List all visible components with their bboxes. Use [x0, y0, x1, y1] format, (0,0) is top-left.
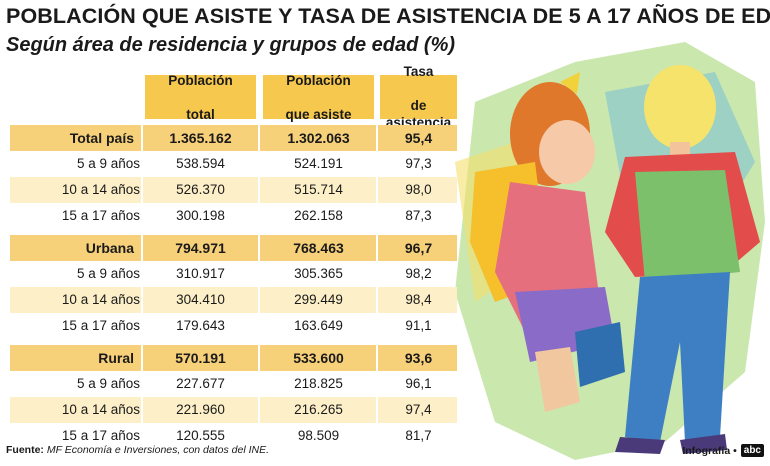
- credit-label: Infografía •: [682, 444, 737, 457]
- source-note: Fuente: MF Economía e Inversiones, con d…: [6, 444, 269, 456]
- source-text: MF Economía e Inversiones, con datos del…: [46, 444, 270, 456]
- chart-title: POBLACIÓN QUE ASISTE Y TASA DE ASISTENCI…: [6, 4, 770, 28]
- abc-logo: abc: [740, 444, 764, 457]
- table-row: 10 a 14 años 221.960 216.265 97,4: [10, 397, 457, 423]
- cell-poblacion-total: 179.643: [176, 318, 225, 333]
- table-row: 15 a 17 años 179.643 163.649 91,1: [10, 313, 457, 339]
- boy-hair: [644, 65, 716, 149]
- cell-poblacion-total: 538.594: [176, 156, 225, 171]
- header-tasa-asistencia: Tasa de asistencia: [380, 64, 457, 130]
- cell-poblacion-asiste: 1.302.063: [287, 130, 350, 146]
- table-group-row: Urbana 794.971 768.463 96,7: [10, 235, 457, 261]
- shoe-right: [680, 434, 727, 454]
- cell-poblacion-total: 570.191: [175, 350, 226, 366]
- cell-poblacion-asiste: 299.449: [294, 292, 343, 307]
- cell-poblacion-total: 304.410: [176, 292, 225, 307]
- column-divider: [141, 119, 143, 461]
- row-label: 10 a 14 años: [61, 402, 140, 417]
- table-row: 5 a 9 años 310.917 305.365 98,2: [10, 261, 457, 287]
- table-group-row: Total país 1.365.162 1.302.063 95,4: [10, 125, 457, 151]
- column-divider: [258, 119, 260, 461]
- cell-poblacion-total: 221.960: [176, 402, 225, 417]
- row-label: 5 a 9 años: [76, 156, 140, 171]
- cell-poblacion-asiste: 768.463: [293, 240, 344, 256]
- chart-subtitle: Según área de residencia y grupos de eda…: [6, 34, 456, 56]
- cell-poblacion-asiste: 216.265: [294, 402, 343, 417]
- cell-poblacion-asiste: 305.365: [294, 266, 343, 281]
- cell-poblacion-total: 310.917: [176, 266, 225, 281]
- cell-tasa-asistencia: 87,3: [405, 208, 432, 223]
- row-label: 10 a 14 años: [61, 182, 140, 197]
- girl-legs: [535, 347, 580, 412]
- shoe-left: [615, 437, 665, 454]
- girl-face: [539, 120, 595, 184]
- cell-poblacion-total: 300.198: [176, 208, 225, 223]
- cell-tasa-asistencia: 93,6: [404, 350, 433, 366]
- cell-poblacion-asiste: 98.509: [297, 428, 340, 443]
- row-label: 5 a 9 años: [76, 266, 140, 281]
- row-label: Urbana: [85, 240, 134, 256]
- row-label: 15 a 17 años: [61, 208, 140, 223]
- row-label: 15 a 17 años: [61, 428, 140, 443]
- table-header: Población total Población que asiste Tasa d…: [10, 64, 457, 130]
- cell-poblacion-asiste: 524.191: [294, 156, 343, 171]
- table-group-row: Rural 570.191 533.600 93,6: [10, 345, 457, 371]
- cell-poblacion-total: 526.370: [176, 182, 225, 197]
- cell-poblacion-asiste: 515.714: [294, 182, 343, 197]
- cell-tasa-asistencia: 96,7: [404, 240, 433, 256]
- row-label: 5 a 9 años: [76, 376, 140, 391]
- children-illustration: [455, 42, 765, 460]
- row-label: 10 a 14 años: [61, 292, 140, 307]
- boy-backpack: [635, 170, 740, 282]
- cell-tasa-asistencia: 98,4: [405, 292, 432, 307]
- cell-poblacion-total: 1.365.162: [169, 130, 232, 146]
- table-row: 15 a 17 años 120.555 98.509 81,7: [10, 423, 457, 449]
- table-row: 15 a 17 años 300.198 262.158 87,3: [10, 203, 457, 229]
- cell-tasa-asistencia: 98,2: [405, 266, 432, 281]
- row-label: Total país: [69, 130, 134, 146]
- cell-poblacion-total: 794.971: [175, 240, 226, 256]
- cell-poblacion-total: 227.677: [176, 376, 225, 391]
- row-label: Rural: [98, 350, 134, 366]
- column-divider: [376, 119, 378, 461]
- header-poblacion-total: Población total: [145, 73, 256, 122]
- cell-poblacion-asiste: 533.600: [293, 350, 344, 366]
- row-label: 15 a 17 años: [61, 318, 140, 333]
- cell-tasa-asistencia: 97,3: [405, 156, 432, 171]
- girl-bow: [560, 72, 580, 94]
- cell-poblacion-asiste: 163.649: [294, 318, 343, 333]
- cell-tasa-asistencia: 95,4: [404, 130, 433, 146]
- cell-tasa-asistencia: 96,1: [405, 376, 432, 391]
- cell-poblacion-asiste: 262.158: [294, 208, 343, 223]
- boy-lunchbox: [575, 322, 625, 387]
- cell-poblacion-total: 120.555: [176, 428, 225, 443]
- data-table: Población total Población que asiste Tasa d…: [10, 64, 457, 461]
- cell-tasa-asistencia: 97,4: [405, 402, 432, 417]
- table-row: 10 a 14 años 304.410 299.449 98,4: [10, 287, 457, 313]
- cell-tasa-asistencia: 91,1: [405, 318, 432, 333]
- table-row: 5 a 9 años 538.594 524.191 97,3: [10, 151, 457, 177]
- credit: Infografía • abc: [682, 444, 764, 457]
- table-row: 5 a 9 años 227.677 218.825 96,1: [10, 371, 457, 397]
- source-label: Fuente:: [6, 444, 44, 456]
- table-body: Total país 1.365.162 1.302.063 95,4 5 a 9 añ…: [10, 125, 457, 449]
- cell-tasa-asistencia: 98,0: [405, 182, 432, 197]
- header-poblacion-asiste: Población que asiste: [263, 73, 374, 122]
- cell-poblacion-asiste: 218.825: [294, 376, 343, 391]
- boy-pants: [625, 272, 730, 442]
- cell-tasa-asistencia: 81,7: [405, 428, 432, 443]
- table-row: 10 a 14 años 526.370 515.714 98,0: [10, 177, 457, 203]
